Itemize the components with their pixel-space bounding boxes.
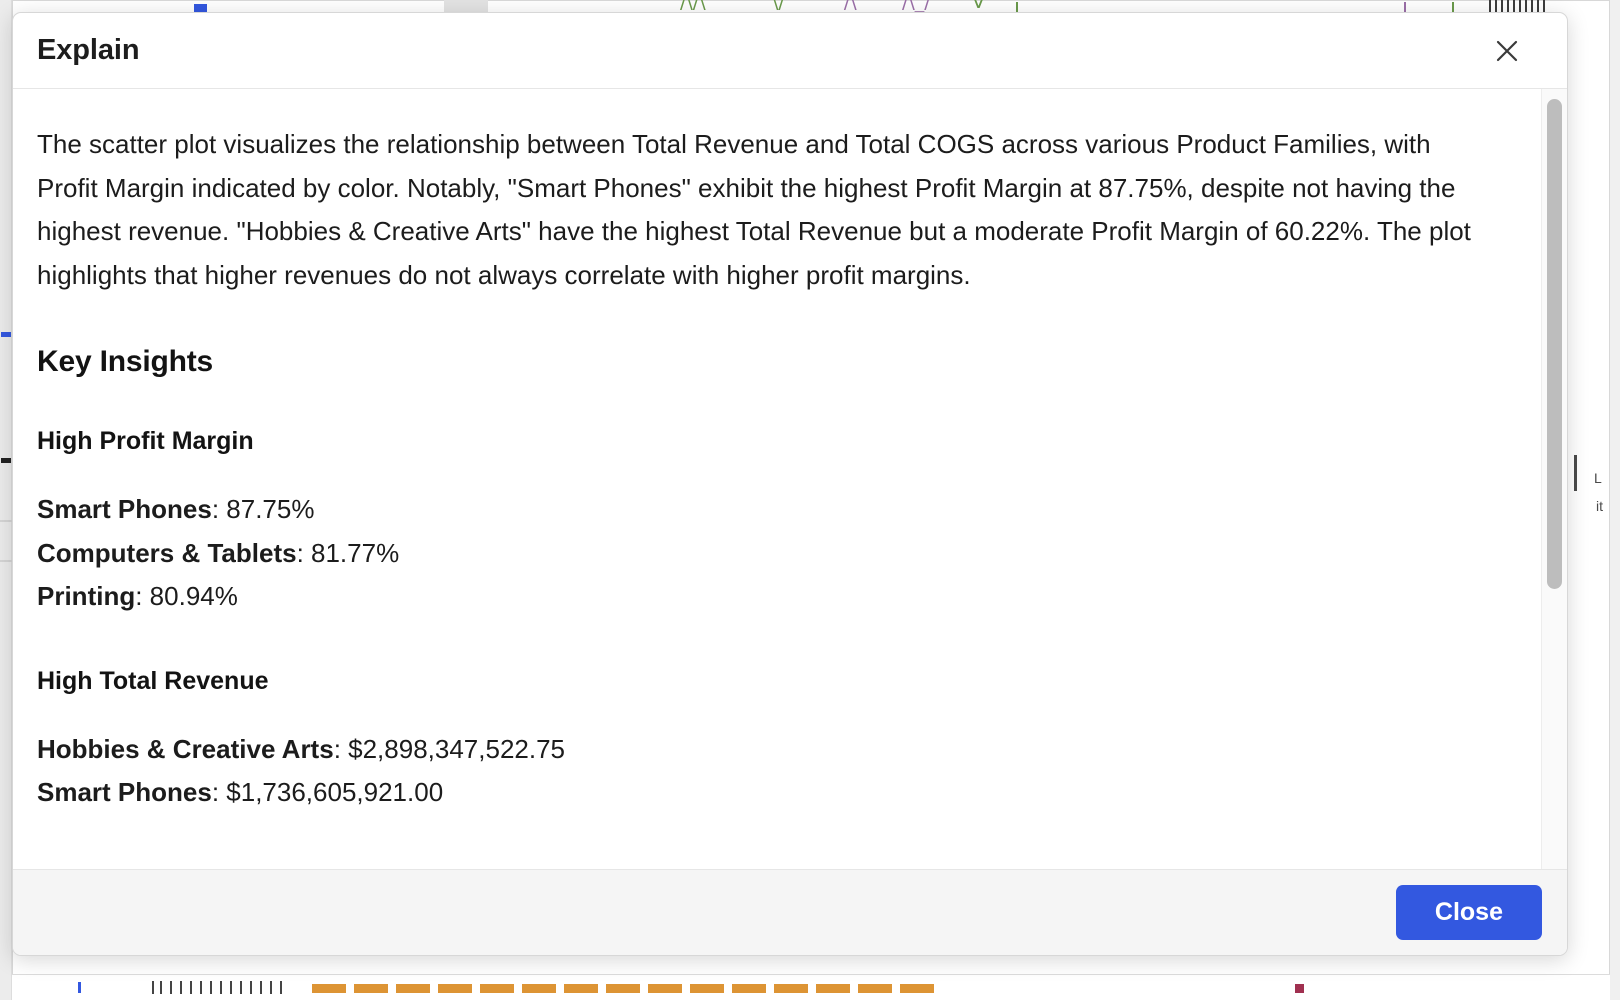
background-edge-label: it (1596, 498, 1603, 514)
modal-footer: Close (13, 869, 1567, 955)
insight-separator: : (135, 581, 150, 611)
insight-item: Smart Phones: 87.75% (37, 488, 1517, 532)
insight-value: $2,898,347,522.75 (348, 733, 566, 764)
insight-value: 81.77% (311, 537, 400, 568)
background-blue-tick (78, 982, 81, 993)
background-orange-bar (354, 984, 388, 993)
key-insights-heading: Key Insights (37, 345, 213, 378)
background-top-strip: /\/\ \/ ^^/\ /\_/ V (12, 0, 1610, 16)
insight-value: $1,736,605,921.00 (226, 777, 444, 807)
background-axis-tick (170, 981, 172, 994)
background-axis-tick (220, 981, 222, 994)
background-gray-swatch (444, 0, 488, 12)
insight-label: Smart Phones (37, 777, 212, 807)
background-axis-tick (210, 981, 212, 994)
insight-list-high-total-revenue: Hobbies & Creative Arts: $2,898,347,522.… (37, 728, 1517, 815)
rail-tick (0, 560, 12, 562)
background-axis-tick (200, 981, 202, 994)
close-icon[interactable] (1489, 33, 1525, 69)
background-axis-tick (230, 981, 232, 994)
background-orange-bar (522, 984, 556, 993)
insight-separator: : (333, 733, 349, 764)
background-tick (1404, 2, 1406, 14)
background-red-square (1295, 984, 1304, 993)
background-orange-bar (858, 984, 892, 993)
insight-label: Hobbies & Creative Arts (37, 733, 334, 764)
rail-tick (0, 520, 12, 522)
insight-value: 87.75% (226, 494, 315, 524)
explanation-paragraph: The scatter plot visualizes the relation… (37, 129, 1471, 290)
background-tick (1452, 2, 1454, 14)
insight-item: Hobbies & Creative Arts: $2,898,347,522.… (37, 728, 1517, 772)
background-orange-bar (816, 984, 850, 993)
modal-title: Explain (37, 34, 140, 66)
background-orange-bar (312, 984, 346, 993)
background-axis-tick (152, 981, 154, 994)
background-axis-rule (1574, 455, 1577, 491)
insight-list-high-profit-margin: Smart Phones: 87.75% Computers & Tablets… (37, 488, 1517, 619)
background-axis-tick (270, 981, 272, 994)
section-heading-high-total-revenue: High Total Revenue (37, 666, 269, 695)
background-axis-tick (240, 981, 242, 994)
background-orange-bar (732, 984, 766, 993)
background-orange-bar (438, 984, 472, 993)
background-scatter-mark: /\_/ (902, 0, 931, 13)
insight-separator: : (296, 537, 312, 568)
insight-value: 80.94% (149, 581, 238, 611)
background-axis-tick (260, 981, 262, 994)
section-heading-high-profit-margin: High Profit Margin (37, 427, 254, 455)
rail-marker-dark (1, 458, 11, 463)
background-orange-bar (900, 984, 934, 993)
rail-marker-blue (1, 332, 11, 337)
insight-label: Smart Phones (37, 494, 212, 524)
background-edge-label: L (1594, 470, 1602, 486)
background-orange-bar (480, 984, 514, 993)
modal-scrollbar-thumb[interactable] (1547, 99, 1562, 589)
insight-label: Printing (37, 581, 136, 611)
modal-header: Explain (13, 13, 1567, 89)
insight-item: Printing: 80.94% (37, 575, 1517, 619)
background-orange-bar (564, 984, 598, 993)
background-hatch-marks (1489, 0, 1549, 14)
insight-separator: : (211, 494, 227, 524)
background-left-rail (0, 0, 12, 1000)
background-blue-square (194, 4, 207, 15)
background-axis-tick (280, 981, 282, 994)
background-tick (1016, 2, 1018, 14)
modal-body: The scatter plot visualizes the relation… (13, 89, 1567, 869)
background-axis-tick (180, 981, 182, 994)
modal-scrollbar[interactable] (1541, 89, 1567, 869)
background-orange-bar (690, 984, 724, 993)
background-axis-tick (190, 981, 192, 994)
background-axis-tick (160, 981, 162, 994)
background-bottom-strip (12, 974, 1610, 1000)
background-orange-bar (606, 984, 640, 993)
background-axis-tick (250, 981, 252, 994)
background-scatter-mark: \/ (772, 0, 785, 13)
background-orange-bar (648, 984, 682, 993)
background-scatter-mark: V (972, 0, 985, 13)
close-button[interactable]: Close (1395, 885, 1542, 940)
insight-item: Computers & Tablets: 81.77% (37, 532, 1517, 576)
explain-modal: Explain The scatter plot visualizes the … (12, 12, 1568, 956)
explanation-content: The scatter plot visualizes the relation… (13, 89, 1541, 869)
insight-item: Smart Phones: $1,736,605,921.00 (37, 771, 1517, 815)
background-scatter-mark: /\/\ (680, 0, 706, 13)
background-scatter-mark: ^^/\ (812, 0, 857, 13)
insight-separator: : (211, 777, 227, 807)
background-orange-bar (396, 984, 430, 993)
insight-label: Computers & Tablets (37, 537, 297, 568)
background-orange-bar (774, 984, 808, 993)
